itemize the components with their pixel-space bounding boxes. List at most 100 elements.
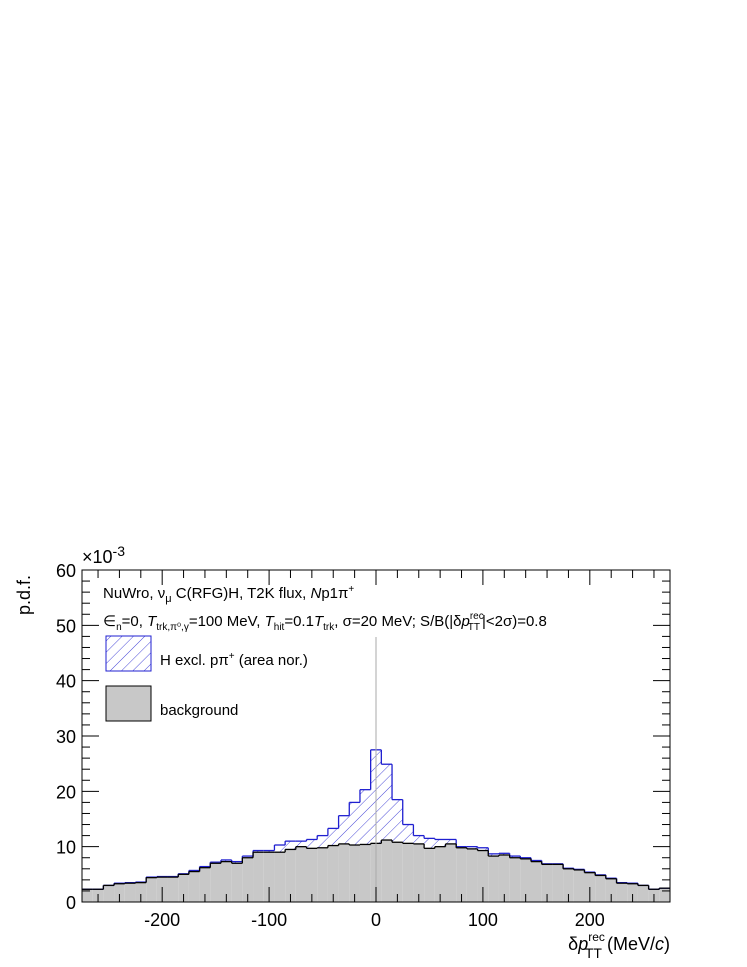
annotation: ∈n=0, Ttrk,π⁰,γ=100 MeV, Thit=0.1Ttrk, σ… [103,611,547,633]
x-axis-label: δprec TT (MeV/c) [568,930,670,961]
bar [541,864,553,902]
bar [338,815,350,844]
t: T [265,613,276,630]
bar [199,867,211,902]
axes: -200 -100 0 100 200 0 10 20 30 40 50 60 [56,561,671,930]
t: p [460,613,469,630]
t: C(RFG)H, T2K flux, [172,585,311,602]
bar [477,850,489,902]
bar [146,877,157,902]
bar [456,847,467,902]
bar [242,856,254,858]
bar [135,882,147,902]
lbl: rec [588,930,605,944]
bar [359,789,371,845]
t: H excl. pπ [160,652,229,669]
lbl: c [655,934,664,954]
bar [488,856,499,902]
lbl: δ [568,934,578,954]
bar [509,856,521,858]
bar [349,802,360,846]
exp-base: ×10 [82,547,113,567]
x-tick-label: 100 [468,910,498,930]
bar [637,885,649,902]
bar [520,858,532,902]
bar [531,861,542,902]
bar [317,835,328,848]
legend-label: H excl. pπ+ (area nor.) [160,651,308,669]
t: =0, [122,613,147,630]
bar [498,854,510,902]
bar [285,841,296,850]
bar [188,871,200,902]
bar [178,874,189,902]
y-tick-label: 40 [56,672,76,692]
bar [327,845,339,902]
bar [327,828,339,846]
legend-label: background [160,702,238,719]
t: p1π [321,585,348,602]
bar [124,883,136,902]
y-tick-label: 30 [56,727,76,747]
bar [306,839,318,849]
y-tick-label: 10 [56,838,76,858]
t: trk [323,622,335,633]
bar [263,850,275,853]
y-tick-label: 0 [66,893,76,913]
t: hit [274,622,285,633]
bar [295,846,307,902]
bar [231,861,243,864]
bar [595,875,606,902]
y-tick-label: 20 [56,782,76,802]
bar [605,878,617,902]
bar [82,889,93,902]
bar [242,857,254,902]
bar [466,848,478,902]
bar [295,841,307,847]
y-tick-label: 50 [56,616,76,636]
t: μ [165,593,171,605]
histogram [82,637,670,902]
bar [413,843,425,902]
bar [317,847,328,902]
bar [424,838,435,849]
bar [306,848,318,902]
x-tick-label: -200 [144,910,180,930]
bar [573,869,585,902]
t: NuWro, ν [103,585,165,602]
bar [402,843,414,902]
bar [210,863,221,902]
bar [563,868,574,902]
bar [274,845,286,853]
bar [424,848,435,902]
lbl: (MeV/ [602,934,655,954]
lbl: ) [664,934,670,954]
bar [381,764,393,841]
t: T [147,613,158,630]
bar [167,877,179,902]
legend-swatch [105,685,152,722]
bar [103,885,115,902]
bar [285,849,296,902]
y-exponent: ×10-3 [82,543,125,567]
bar [434,839,446,847]
t: TT [468,622,480,633]
t: , σ=20 MeV; S/B(|δ [334,613,461,630]
t: N [310,585,321,602]
x-tick-label: 0 [371,910,381,930]
bar [445,843,457,902]
lbl: p [577,934,588,954]
t: |<2σ)=0.8 [482,613,547,630]
y-tick-label: 60 [56,561,76,581]
bar [466,846,478,849]
bar [359,844,371,902]
bar [616,883,628,902]
bar [381,840,393,902]
t: n [116,622,122,633]
bar [220,861,232,902]
lbl: TT [585,945,603,961]
bar [509,857,521,902]
bar [392,799,403,843]
t: T [314,613,325,630]
bar [338,843,350,902]
